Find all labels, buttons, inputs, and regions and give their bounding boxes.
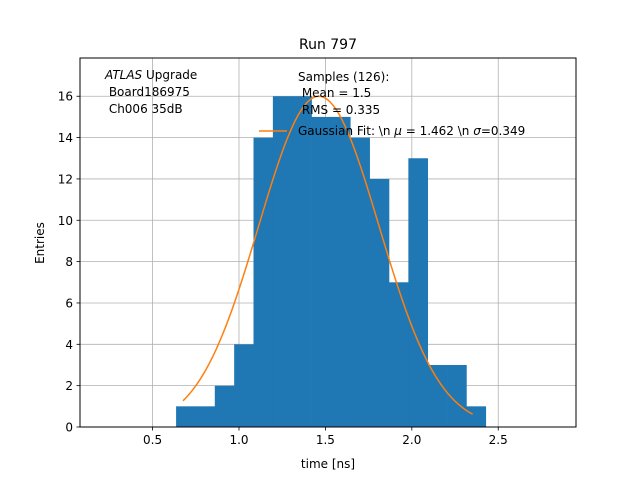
histogram-bar (214, 385, 235, 427)
histogram-bar (466, 406, 487, 427)
stats-samples-label: Samples (126): (298, 70, 389, 84)
y-tick-label: 16 (58, 90, 73, 104)
histogram-bar (389, 282, 409, 427)
x-tick-label: 1.5 (316, 433, 335, 447)
histogram-bar (234, 344, 254, 427)
upgrade-text: Upgrade (142, 68, 197, 82)
y-tick-label: 12 (58, 172, 73, 186)
x-tick-label: 2.0 (402, 433, 421, 447)
histogram-bar (272, 96, 293, 427)
atlas-label: ATLAS Upgrade (104, 68, 197, 82)
histogram-bar (369, 178, 390, 427)
histogram-bar (176, 406, 196, 427)
atlas-annotation: ATLAS Upgrade Board186975 Ch006 35dB (104, 68, 197, 116)
fit-line (182, 95, 474, 415)
atlas-italic-text: ATLAS (104, 68, 143, 82)
histogram-bar (311, 116, 332, 428)
histogram-bar (427, 364, 448, 427)
x-tick-label: 1.0 (229, 433, 248, 447)
y-axis-ticks: 0 2 4 6 8 10 12 14 16 (58, 90, 80, 435)
stats-rms-label: RMS = 0.335 (298, 103, 380, 117)
histogram-bar (253, 137, 274, 427)
histogram-bars (176, 96, 487, 428)
y-tick-label: 6 (65, 296, 73, 310)
y-tick-label: 2 (65, 379, 73, 393)
chart-title: Run 797 (299, 37, 357, 53)
histogram-bar (195, 406, 216, 427)
x-tick-label: 0.5 (143, 433, 162, 447)
channel-label: Ch006 35dB (105, 102, 183, 116)
gaussian-fit-curve (182, 95, 474, 415)
legend-fit-label: Gaussian Fit: \n μ = 1.462 \n σ=0.349 (298, 124, 525, 138)
plot-frame (79, 57, 577, 428)
x-tick-label: 2.5 (489, 433, 508, 447)
y-tick-label: 10 (58, 214, 73, 228)
legend: Samples (126): Mean = 1.5 RMS = 0.335 Ga… (259, 70, 525, 138)
y-tick-label: 4 (65, 338, 73, 352)
y-axis-label: Entries (33, 222, 47, 264)
histogram-bar (292, 96, 312, 427)
x-axis-ticks: 0.5 1.0 1.5 2.0 2.5 (143, 427, 508, 447)
y-tick-label: 8 (65, 255, 73, 269)
y-tick-label: 14 (58, 131, 73, 145)
histogram-bar (330, 116, 351, 428)
y-tick-label: 0 (65, 421, 73, 435)
histogram-bar (408, 158, 429, 427)
histogram-bar (447, 364, 467, 427)
x-axis-label: time [ns] (301, 457, 355, 471)
stats-mean-label: Mean = 1.5 (298, 86, 371, 100)
histogram-bar (350, 137, 370, 427)
board-label: Board186975 (105, 85, 190, 99)
